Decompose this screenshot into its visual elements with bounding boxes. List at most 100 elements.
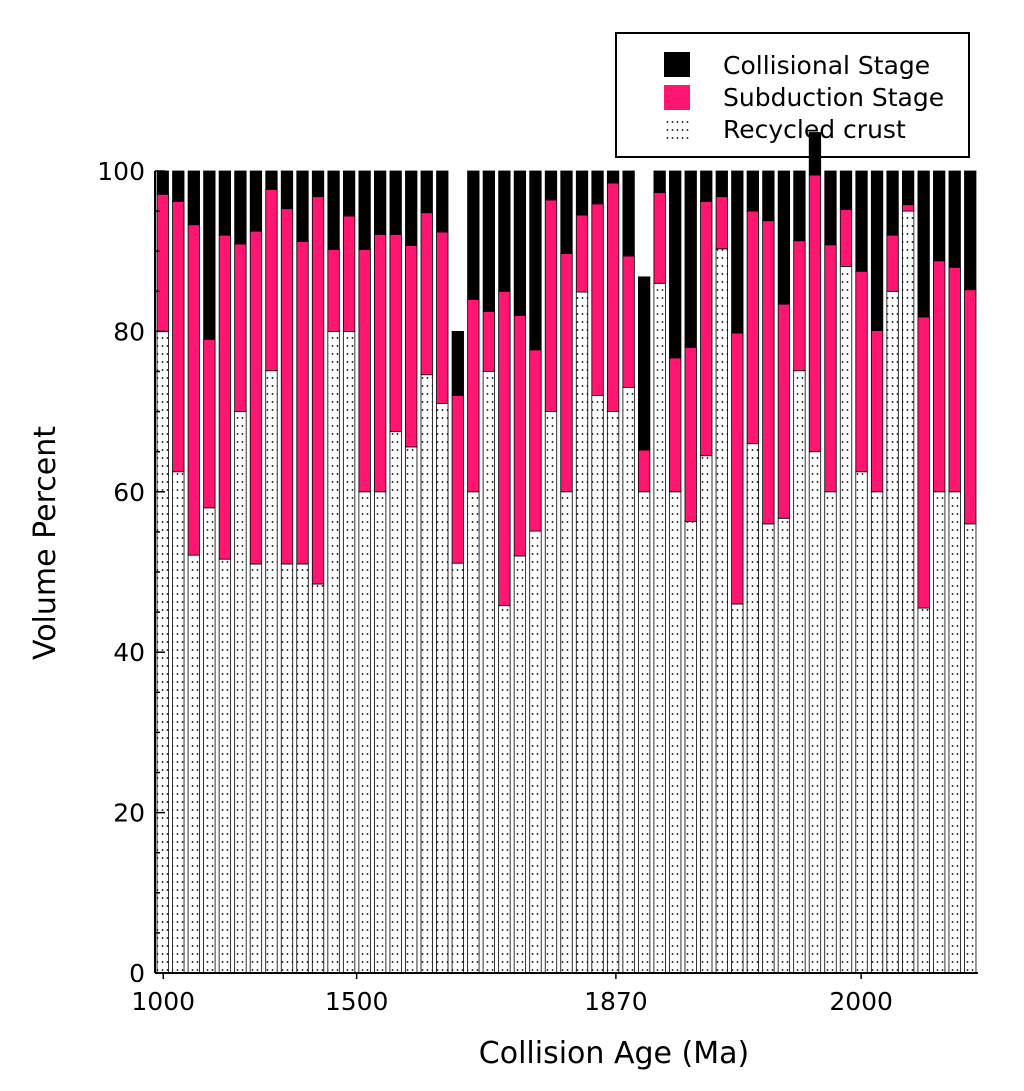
bar-recycled-17 [420, 374, 433, 974]
bar-collisional-27 [575, 170, 589, 216]
bar-subduction-2 [187, 224, 200, 556]
bar-collisional-39 [762, 170, 775, 222]
bar-recycled-48 [901, 210, 915, 974]
bar-subduction-33 [669, 357, 682, 493]
legend-swatch-recycled [664, 117, 690, 142]
bar-subduction-19 [451, 395, 464, 564]
bar-collisional-44 [839, 170, 853, 210]
bar-collisional-5 [234, 170, 247, 245]
bar-recycled-27 [575, 291, 589, 974]
bar-collisional-28 [591, 170, 604, 205]
bar-subduction-15 [389, 233, 402, 433]
bar-collisional-33 [669, 170, 682, 359]
bar-subduction-27 [575, 214, 589, 293]
bar-recycled-26 [560, 491, 573, 974]
bar-subduction-29 [606, 182, 620, 413]
bar-recycled-2 [187, 554, 200, 974]
bar-subduction-4 [218, 234, 232, 560]
bar-subduction-45 [855, 270, 868, 473]
bar-collisional-18 [436, 170, 449, 233]
bar-collisional-11 [327, 170, 340, 250]
bar-recycled-44 [839, 266, 853, 974]
bar-recycled-49 [917, 607, 930, 974]
bar-recycled-14 [374, 491, 387, 974]
bar-subduction-51 [948, 266, 961, 493]
bar-recycled-28 [591, 395, 604, 974]
bar-collisional-43 [824, 170, 837, 246]
bar-recycled-16 [405, 446, 418, 974]
bar-collisional-13 [358, 170, 371, 250]
bar-subduction-30 [622, 255, 635, 388]
bar-recycled-7 [265, 370, 278, 974]
bar-recycled-43 [824, 491, 837, 974]
bar-subduction-26 [560, 253, 573, 493]
bar-subduction-17 [420, 212, 433, 376]
y-tick-label-0: 0 [129, 959, 145, 988]
y-tick-label-20: 20 [113, 799, 145, 828]
bar-subduction-32 [653, 192, 666, 284]
bar-subduction-39 [762, 220, 775, 525]
bar-subduction-24 [529, 349, 542, 532]
bar-subduction-6 [249, 230, 263, 565]
bar-subduction-34 [684, 347, 697, 522]
x-tick-label-1000: 1000 [131, 987, 195, 1016]
bar-recycled-12 [342, 330, 356, 974]
bars-layer [156, 132, 977, 974]
bar-collisional-32 [653, 170, 666, 194]
bar-collisional-41 [793, 170, 806, 242]
bar-subduction-23 [513, 314, 527, 557]
bar-subduction-22 [498, 290, 511, 607]
bar-collisional-36 [715, 170, 728, 198]
bar-recycled-13 [358, 491, 371, 974]
bar-collisional-22 [498, 170, 511, 292]
bar-subduction-47 [886, 234, 899, 292]
bar-subduction-46 [870, 330, 884, 493]
x-tick-label-2000: 2000 [829, 987, 893, 1016]
bar-collisional-29 [606, 170, 620, 184]
x-tick-label-1870: 1870 [584, 987, 648, 1016]
y-axis-title: Volume Percent [28, 426, 63, 660]
bar-recycled-5 [234, 411, 247, 974]
legend-label-subduction: Subduction Stage [723, 83, 944, 112]
bar-subduction-52 [964, 289, 977, 525]
y-tick-label-80: 80 [113, 317, 145, 346]
bar-subduction-42 [808, 174, 822, 453]
bar-recycled-8 [280, 563, 294, 974]
bar-subduction-43 [824, 244, 837, 493]
bar-collisional-52 [964, 170, 977, 291]
bar-collisional-31 [638, 276, 651, 451]
bar-subduction-0 [156, 193, 169, 332]
bar-collisional-15 [389, 170, 402, 235]
bar-collisional-14 [374, 170, 387, 235]
bar-recycled-4 [218, 558, 232, 974]
bar-recycled-31 [638, 491, 651, 974]
bar-recycled-47 [886, 290, 899, 974]
bar-recycled-11 [327, 330, 340, 974]
bar-collisional-0 [156, 170, 169, 195]
bar-recycled-23 [513, 555, 527, 974]
bar-collisional-6 [249, 170, 263, 232]
bar-recycled-9 [296, 563, 309, 974]
y-tick-label-40: 40 [113, 638, 145, 667]
bar-subduction-10 [311, 196, 325, 585]
bar-subduction-50 [933, 260, 946, 493]
bar-collisional-12 [342, 170, 356, 217]
y-tick-label-60: 60 [113, 478, 145, 507]
bar-subduction-8 [280, 208, 294, 565]
bar-collisional-47 [886, 170, 899, 236]
bar-subduction-38 [746, 210, 759, 445]
bar-recycled-25 [544, 411, 558, 974]
bar-collisional-42 [808, 132, 822, 176]
bar-recycled-3 [203, 507, 216, 974]
bar-recycled-40 [777, 517, 791, 974]
bar-collisional-40 [777, 170, 791, 305]
bar-recycled-35 [700, 455, 713, 974]
bar-subduction-37 [731, 332, 744, 605]
bar-subduction-44 [839, 209, 853, 267]
y-tick-label-100: 100 [97, 157, 145, 186]
bar-subduction-48 [901, 204, 915, 212]
bar-collisional-26 [560, 170, 573, 255]
bar-subduction-11 [327, 249, 340, 332]
bar-recycled-36 [715, 248, 728, 974]
bar-collisional-16 [405, 170, 418, 246]
